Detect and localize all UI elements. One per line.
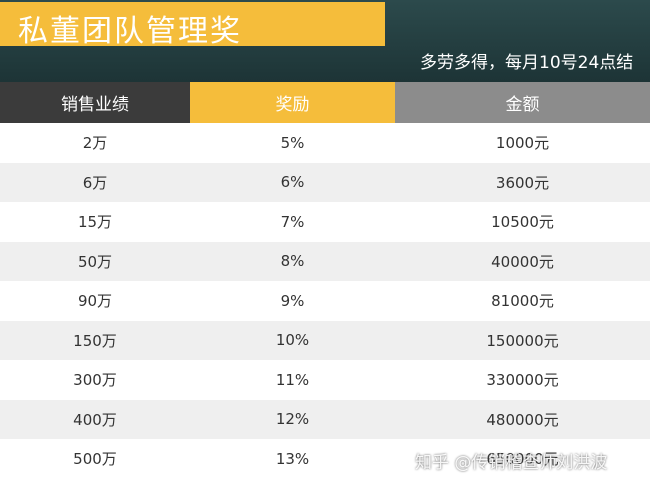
table-cell: 90万: [77, 292, 113, 311]
table-cell: 480000元: [395, 399, 650, 439]
watermark: 知乎 @传销稽查师刘洪波: [415, 453, 608, 473]
table-row: 50万 8% 40000元: [0, 241, 650, 281]
table-body: 2万 5% 1000元 6万 6% 3600元 15万 7% 10500元 50万 8% 40000元…: [0, 123, 650, 479]
table-cell: 50万: [0, 241, 190, 281]
table-cell: 6万: [0, 162, 190, 202]
table-row: 90万 9% 81000元: [0, 281, 650, 321]
column-header: 奖励: [190, 82, 395, 123]
table-cell: 150000元: [395, 320, 650, 360]
table-cell: 2万: [82, 134, 108, 153]
table-cell: 500万: [73, 450, 117, 469]
table-cell: 15万: [77, 213, 113, 232]
table-cell: 81000元: [491, 292, 554, 311]
title-box: 私董团队管理奖: [0, 2, 385, 49]
title: 私董团队管理奖: [18, 14, 242, 49]
table-cell: 1000元: [495, 134, 550, 153]
table-cell: 7%: [280, 212, 305, 231]
table-cell: 12%: [190, 399, 395, 439]
table-row: 6万 6% 3600元: [0, 162, 650, 202]
table-cell: 9%: [280, 291, 305, 310]
table-cell: 13%: [275, 449, 310, 468]
table-cell: 6%: [190, 162, 395, 202]
table-row: 2万 5% 1000元: [0, 123, 650, 163]
table-cell: 8%: [190, 241, 395, 281]
table-row: 300万 11% 330000元: [0, 360, 650, 400]
table-row: 150万 10% 150000元: [0, 320, 650, 360]
table-cell: 150万: [0, 320, 190, 360]
table-row: 400万 12% 480000元: [0, 399, 650, 439]
table-cell: 400万: [0, 399, 190, 439]
column-header: 金额: [395, 82, 650, 123]
table-cell: 330000元: [486, 371, 559, 390]
banner: 私董团队管理奖 多劳多得，每月10号24点结: [0, 0, 650, 82]
table-cell: 3600元: [395, 162, 650, 202]
table-row: 500万 13% 650000元: [0, 439, 650, 479]
table-cell: 5%: [280, 133, 305, 152]
table-cell: 10500元: [491, 213, 554, 232]
table-row: 15万 7% 10500元: [0, 202, 650, 242]
table-cell: 300万: [73, 371, 117, 390]
table-cell: 40000元: [395, 241, 650, 281]
column-header: 销售业绩: [0, 82, 190, 123]
table-cell: 11%: [275, 370, 310, 389]
header-row: 销售业绩 奖励 金额: [0, 82, 650, 123]
subtitle: 多劳多得，每月10号24点结: [420, 53, 634, 73]
reward-table: 销售业绩 奖励 金额 2万 5% 1000元 6万 6% 3600元 15万 7% 10500元 50…: [0, 82, 650, 479]
table-cell: 650000元: [486, 450, 559, 469]
table-cell: 10%: [190, 320, 395, 360]
